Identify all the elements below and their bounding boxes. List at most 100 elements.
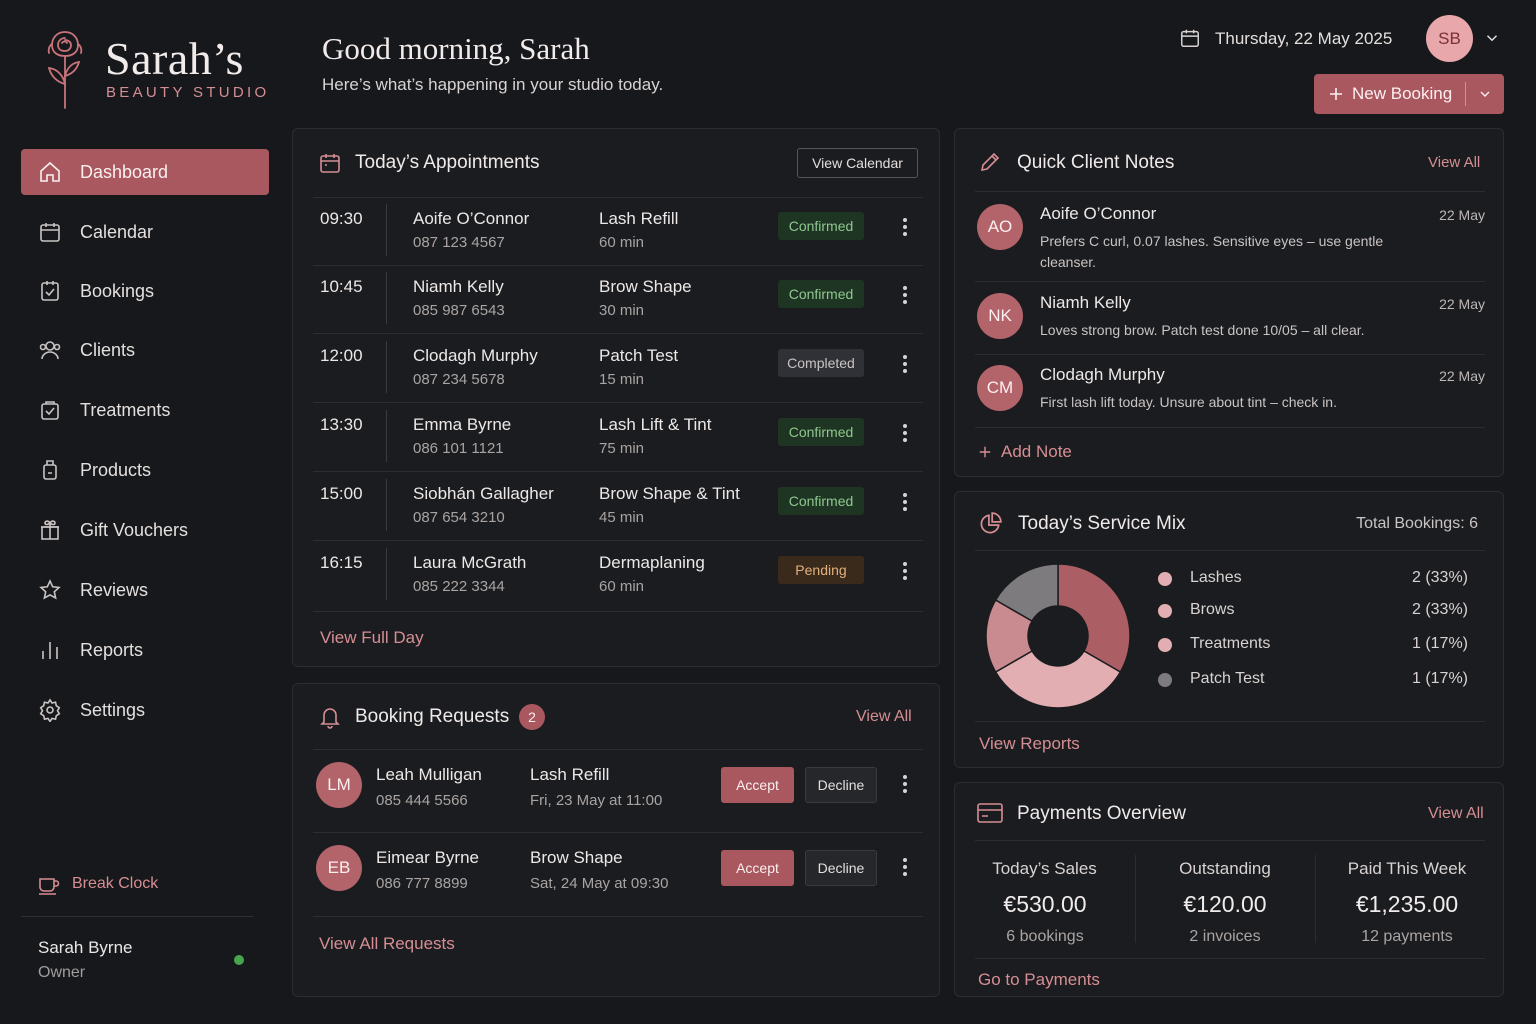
go-to-payments-link[interactable]: Go to Payments	[978, 970, 1100, 989]
sidebar-divider	[21, 916, 253, 917]
service-mix-card: Today’s Service Mix Total Bookings: 6 Vi…	[954, 491, 1504, 768]
client-phone: 085 444 5566	[376, 792, 468, 809]
sidebar-item-label: Treatments	[80, 399, 171, 420]
chevron-down-icon[interactable]	[1483, 29, 1501, 47]
stat-value: €120.00	[1183, 891, 1267, 917]
service-name: Brow Shape	[530, 848, 623, 867]
payments-title: Payments Overview	[1017, 803, 1186, 824]
appointment-row[interactable]: 15:00 Siobhán Gallagher 087 654 3210 Bro…	[313, 472, 923, 541]
service-mix-donut-chart	[983, 561, 1133, 711]
notes-view-all-link[interactable]: View All	[1428, 154, 1481, 171]
star-icon	[39, 579, 61, 600]
more-options-icon[interactable]	[902, 423, 908, 443]
sidebar-item-calendar[interactable]: Calendar	[21, 209, 269, 255]
stat-label: Paid This Week	[1347, 859, 1467, 878]
more-options-icon[interactable]	[902, 354, 908, 374]
sidebar-item-label: Dashboard	[80, 161, 169, 182]
divider	[313, 197, 923, 198]
decline-button[interactable]: Decline	[805, 850, 877, 886]
decline-button[interactable]: Decline	[805, 767, 877, 803]
divider	[313, 471, 923, 472]
new-booking-button[interactable]: New Booking	[1314, 74, 1504, 114]
legend-swatch	[1158, 638, 1172, 652]
avatar: NK	[977, 293, 1023, 339]
view-calendar-button[interactable]: View Calendar	[797, 148, 918, 178]
donut-slice-patch-test	[994, 563, 1059, 623]
donut-slice-lashes	[1057, 563, 1131, 674]
break-clock-button[interactable]: Break Clock	[37, 873, 158, 895]
appointment-time: 09:30	[320, 209, 363, 228]
appointment-row[interactable]: 12:00 Clodagh Murphy 087 234 5678 Patch …	[313, 334, 923, 403]
requests-view-all-link[interactable]: View All	[856, 708, 912, 725]
more-options-icon[interactable]	[902, 285, 908, 305]
stat-label: Outstanding	[1179, 859, 1271, 878]
appointment-row[interactable]: 10:45 Niamh Kelly 085 987 6543 Brow Shap…	[313, 265, 923, 334]
service-name: Brow Shape	[599, 277, 692, 296]
total-bookings: Total Bookings: 6	[1356, 515, 1478, 532]
appointment-row[interactable]: 09:30 Aoife O’Connor 087 123 4567 Lash R…	[313, 197, 923, 266]
client-note[interactable]: CM Clodagh Murphy 22 May First lash lift…	[975, 365, 1485, 415]
legend-item: Treatments 1 (17%)	[1158, 635, 1468, 655]
sidebar-item-settings[interactable]: Settings	[21, 687, 269, 733]
appointment-time: 12:00	[320, 346, 363, 365]
pie-chart-icon	[977, 511, 1003, 537]
status-badge: Pending	[778, 556, 864, 584]
stat-value: €530.00	[1003, 891, 1087, 917]
service-duration: 45 min	[599, 509, 645, 526]
more-options-icon[interactable]	[902, 774, 908, 794]
appointment-row[interactable]: 13:30 Emma Byrne 086 101 1121 Lash Lift …	[313, 403, 923, 472]
service-duration: 75 min	[599, 440, 645, 457]
button-divider	[1465, 82, 1467, 106]
brand-subtitle: BEAUTY STUDIO	[106, 84, 270, 101]
sidebar-item-label: Reports	[80, 639, 144, 660]
service-name: Lash Lift & Tint	[599, 415, 712, 434]
bag-check-icon	[41, 401, 59, 420]
avatar[interactable]: SB	[1426, 15, 1473, 62]
accept-button[interactable]: Accept	[721, 850, 794, 886]
payments-view-all-link[interactable]: View All	[1428, 805, 1484, 822]
sidebar-item-treatments[interactable]: Treatments	[21, 387, 269, 433]
divider	[975, 958, 1485, 959]
client-phone: 087 654 3210	[413, 509, 505, 526]
divider	[975, 427, 1485, 428]
paid-this-week-stat: Paid This Week €1,235.00 12 payments	[1317, 859, 1497, 946]
appointment-row[interactable]: 16:15 Laura McGrath 085 222 3344 Dermapl…	[313, 541, 923, 610]
avatar: EB	[316, 845, 362, 891]
sidebar-item-label: Settings	[80, 699, 146, 720]
status-badge: Confirmed	[778, 487, 864, 515]
more-options-icon[interactable]	[902, 857, 908, 877]
more-options-icon[interactable]	[902, 492, 908, 512]
legend-value: 2 (33%)	[1411, 601, 1468, 618]
client-note[interactable]: AO Aoife O’Connor 22 May Prefers C curl,…	[975, 204, 1485, 274]
legend-swatch	[1158, 673, 1172, 687]
view-full-day-link[interactable]: View Full Day	[320, 628, 424, 647]
more-options-icon[interactable]	[902, 561, 908, 581]
column-divider	[386, 204, 387, 256]
view-all-requests-link[interactable]: View All Requests	[319, 934, 455, 953]
page-subtitle: Here’s what’s happening in your studio t…	[322, 75, 664, 94]
user-name: Sarah Byrne	[38, 938, 133, 957]
client-notes-card: Quick Client Notes View All AO Aoife O’C…	[954, 128, 1504, 477]
service-duration: 15 min	[599, 371, 645, 388]
view-reports-link[interactable]: View Reports	[979, 734, 1080, 753]
calendar-icon	[318, 151, 342, 175]
sidebar-item-gift-vouchers[interactable]: Gift Vouchers	[21, 507, 269, 553]
more-options-icon[interactable]	[902, 217, 908, 237]
note-text: First lash lift today. Unsure about tint…	[1040, 394, 1337, 410]
accept-button[interactable]: Accept	[721, 767, 794, 803]
sidebar-item-reports[interactable]: Reports	[21, 627, 269, 673]
sidebar-item-reviews[interactable]: Reviews	[21, 567, 269, 613]
legend-label: Lashes	[1190, 569, 1242, 586]
client-phone: 087 234 5678	[413, 371, 505, 388]
divider	[975, 721, 1485, 722]
chevron-down-icon[interactable]	[1477, 86, 1493, 102]
sidebar-item-clients[interactable]: Clients	[21, 327, 269, 373]
sidebar-item-bookings[interactable]: Bookings	[21, 268, 269, 314]
users-icon	[39, 341, 61, 360]
sidebar-item-dashboard[interactable]: Dashboard	[21, 149, 269, 195]
client-phone: 086 777 8899	[376, 875, 468, 892]
sidebar-item-products[interactable]: Products	[21, 447, 269, 493]
add-note-button[interactable]: Add Note	[978, 442, 1072, 462]
calendar-icon	[1179, 27, 1201, 49]
client-note[interactable]: NK Niamh Kelly 22 May Loves strong brow.…	[975, 293, 1485, 343]
